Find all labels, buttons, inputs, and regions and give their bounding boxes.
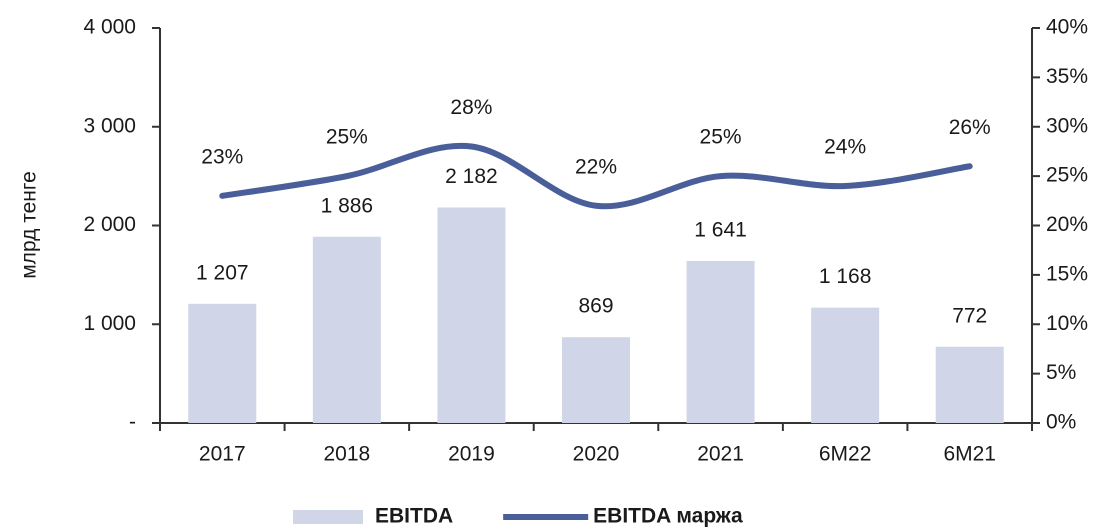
line-value-label: 28% [450,96,492,119]
bar-value-label: 1 207 [196,261,249,284]
bar-value-label: 2 182 [445,165,498,188]
y-tick-label: 2 000 [83,213,136,236]
bar [188,303,257,423]
y2-tick-label: 35% [1046,65,1088,88]
bar-value-label: 1 641 [694,218,747,241]
x-tick-label: 2021 [697,443,744,466]
y2-tick-label: 25% [1046,164,1088,187]
x-tick-label: 2019 [448,443,495,466]
y2-tick-label: 30% [1046,114,1088,137]
y2-tick-label: 10% [1046,312,1088,335]
y2-tick-label: 0% [1046,411,1076,434]
line-value-label: 26% [949,116,991,139]
x-tick-label: 2020 [573,443,620,466]
legend-label: EBITDA [375,505,453,528]
bar [437,207,506,423]
x-tick-label: 6M22 [819,443,872,466]
y2-tick-label: 20% [1046,213,1088,236]
bar [562,337,630,423]
y2-tick-label: 40% [1046,16,1088,39]
bar [312,236,381,423]
y2-tick-label: 5% [1046,361,1076,384]
y-tick-label: 3 000 [83,114,136,137]
x-tick-label: 2018 [323,443,370,466]
bar-value-label: 869 [578,295,613,318]
y2-tick-label: 15% [1046,262,1088,285]
bar [811,307,880,423]
line-value-label: 22% [575,155,617,178]
bar [686,260,755,423]
legend-swatch [293,510,363,524]
x-tick-label: 2017 [199,443,246,466]
bar-value-label: 1 886 [321,194,374,217]
line-value-label: 24% [824,136,866,159]
line-value-label: 25% [326,126,368,149]
line-value-label: 25% [700,126,742,149]
line [219,142,973,210]
y-axis-label: млрд тенге [18,171,41,279]
line-value-label: 23% [201,145,243,168]
y-tick-label: 1 000 [83,312,136,335]
y-tick-label: - [129,411,136,434]
bar-value-label: 772 [952,304,987,327]
bar [935,346,1004,423]
bar-value-label: 1 168 [819,265,872,288]
legend-label: EBITDA маржа [593,505,743,528]
x-tick-label: 6M21 [943,443,996,466]
y-tick-label: 4 000 [83,16,136,39]
